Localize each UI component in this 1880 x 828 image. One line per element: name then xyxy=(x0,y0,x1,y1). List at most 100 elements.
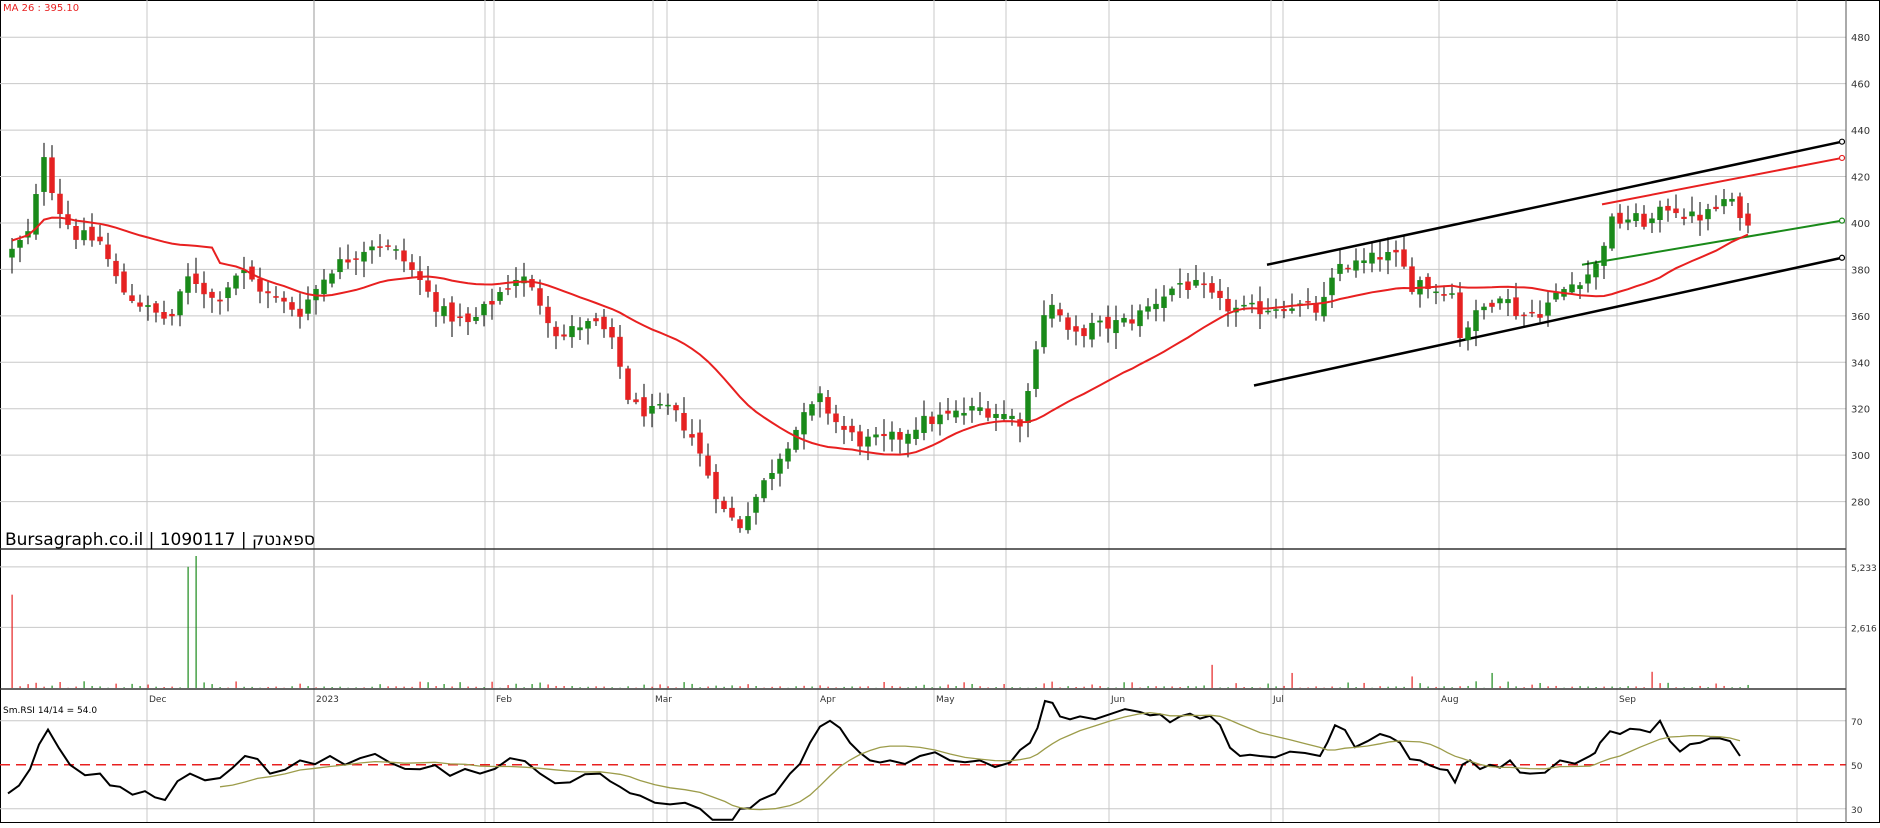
volume-bar xyxy=(1084,687,1085,688)
volume-bar xyxy=(956,686,957,688)
candle-down xyxy=(602,317,607,329)
candle-down xyxy=(882,434,887,436)
volume-bar xyxy=(1132,682,1133,688)
volume-bar xyxy=(948,685,949,688)
candle-up xyxy=(394,249,399,250)
candle-down xyxy=(434,292,439,311)
candle-up xyxy=(178,292,183,315)
volume-bar xyxy=(524,687,525,688)
candle-down xyxy=(202,283,207,294)
candle-down xyxy=(1186,282,1191,290)
volume-bar xyxy=(1452,687,1453,688)
candle-up xyxy=(914,430,919,439)
candle-down xyxy=(842,426,847,429)
volume-bar xyxy=(276,687,277,688)
volume-bar xyxy=(1684,687,1685,688)
month-label: Aug xyxy=(1441,695,1459,705)
volume-bar xyxy=(1532,685,1533,688)
candle-up xyxy=(1322,297,1327,316)
candle-down xyxy=(1490,303,1495,306)
candle-up xyxy=(1010,416,1015,419)
candle-down xyxy=(730,508,735,517)
candle-up xyxy=(1290,309,1295,311)
volume-bar xyxy=(716,686,717,688)
price-tick-label: 300 xyxy=(1851,451,1870,462)
volume-bar xyxy=(292,686,293,688)
volume-bar xyxy=(452,686,453,688)
price-tick-label: 280 xyxy=(1851,498,1870,509)
volume-bar xyxy=(1196,686,1197,688)
volume-bar xyxy=(1652,672,1653,688)
candle-up xyxy=(810,404,815,415)
candle-up xyxy=(666,405,671,406)
candle-down xyxy=(402,251,407,261)
candle-up xyxy=(954,411,959,417)
candle-down xyxy=(378,247,383,248)
volume-bar xyxy=(1644,687,1645,688)
volume-bar xyxy=(12,595,13,688)
volume-bar xyxy=(1572,687,1573,688)
volume-bar xyxy=(796,686,797,688)
candle-down xyxy=(354,259,359,260)
volume-bar xyxy=(1012,687,1013,688)
volume-bar xyxy=(724,687,725,688)
candle-down xyxy=(258,279,263,291)
volume-bar xyxy=(372,687,373,688)
volume-bar xyxy=(1700,686,1701,688)
candle-down xyxy=(130,296,135,301)
candle-down xyxy=(642,397,647,416)
volume-bar xyxy=(1580,686,1581,688)
volume-bar xyxy=(236,681,237,688)
volume-bar xyxy=(140,686,141,688)
volume-bar xyxy=(852,686,853,688)
volume-bar xyxy=(1588,686,1589,688)
candle-up xyxy=(1730,199,1735,201)
candle-up xyxy=(42,157,47,191)
candle-down xyxy=(290,302,295,309)
volume-bar xyxy=(1284,686,1285,688)
candle-up xyxy=(786,449,791,461)
candle-down xyxy=(210,292,215,297)
candle-down xyxy=(506,288,511,289)
volume-bar xyxy=(1612,687,1613,688)
volume-bar xyxy=(1548,686,1549,688)
candle-down xyxy=(50,158,55,193)
candle-up xyxy=(1506,299,1511,302)
month-label: Jul xyxy=(1272,695,1284,705)
volume-bar xyxy=(28,684,29,688)
candle-down xyxy=(450,303,455,322)
volume-bar xyxy=(244,687,245,688)
candle-up xyxy=(1586,275,1591,284)
volume-bar xyxy=(660,684,661,688)
price-tick-label: 380 xyxy=(1851,265,1870,276)
volume-bar xyxy=(748,684,749,688)
volume-bar xyxy=(356,687,357,688)
candle-down xyxy=(162,312,167,318)
volume-bar xyxy=(388,686,389,688)
volume-bar xyxy=(940,686,941,688)
candle-up xyxy=(1098,321,1103,322)
volume-bar xyxy=(1396,686,1397,688)
volume-bar xyxy=(900,687,901,688)
candle-down xyxy=(1642,214,1647,227)
volume-bar xyxy=(44,687,45,688)
volume-bar xyxy=(1004,684,1005,688)
candle-down xyxy=(626,369,631,400)
candle-up xyxy=(1474,310,1479,330)
volume-bar xyxy=(220,687,221,688)
candle-down xyxy=(1226,299,1231,311)
volume-bar xyxy=(988,687,989,688)
candle-down xyxy=(282,298,287,301)
candle-down xyxy=(122,272,127,292)
volume-bar xyxy=(444,684,445,688)
volume-bar xyxy=(692,684,693,688)
volume-bar xyxy=(1052,682,1053,688)
candle-up xyxy=(570,326,575,336)
price-tick-label: 400 xyxy=(1851,219,1870,230)
volume-bar xyxy=(428,682,429,688)
candle-down xyxy=(1210,283,1215,292)
candle-up xyxy=(1594,264,1599,277)
candle-up xyxy=(1138,311,1143,326)
volume-bar xyxy=(908,687,909,688)
